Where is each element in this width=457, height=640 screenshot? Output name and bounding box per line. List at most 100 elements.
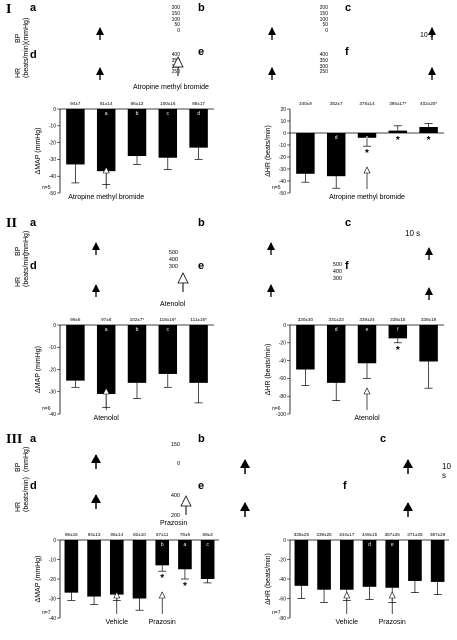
hr-bar-chart-2: 0 -20 -40 -60 -80 -100 ΔHR (beats/min) 330±30 33… (265, 317, 444, 422)
panel-label-e: e (198, 480, 205, 492)
n-label: n=7 (272, 610, 281, 616)
y-axis-label: ΔHR (beats/min) (265, 344, 272, 396)
arrow-icon (268, 27, 276, 40)
map-bar-chart-2: 0 -10 -20 -30 -40 ΔMAP (mmHg) 96±6 97±6 a 102±7* b… (35, 317, 214, 422)
section-numeral-2: II (6, 216, 17, 231)
bp-tick-labels: 200 150 100 50 0 (319, 5, 328, 35)
trace-drug-label: Atropine methyl bromide (133, 84, 209, 91)
y-tick-label: -20 (279, 341, 286, 347)
hr-tick-labels: 500 400 300 (332, 262, 342, 282)
bar-top-label: 69±3 (203, 532, 214, 537)
time-scale-label: 10 s (420, 32, 434, 39)
panel-label-d: d (30, 480, 37, 492)
panel-label-f: f (343, 480, 347, 492)
panel-label-c: c (380, 433, 387, 445)
y-tick-label: -20 (49, 140, 56, 146)
y-tick-label: -30 (49, 390, 56, 396)
n-label: n=6 (42, 406, 51, 412)
y-axis-label: ΔMAP (mmHg) (35, 556, 42, 603)
bar-letter: c (167, 327, 170, 333)
panel-label-a: a (30, 217, 37, 229)
bar (109, 540, 124, 595)
arrow-icon (425, 287, 433, 300)
y-tick-label: -30 (49, 157, 56, 163)
bar-letter: g (427, 135, 430, 141)
arrow-icon (428, 67, 436, 80)
hr-tick-labels: 400 200 (170, 493, 180, 519)
annotation-arrow-head (363, 166, 371, 174)
asterisk: * (427, 135, 431, 146)
hr-tick-labels: 500 400 300 (168, 250, 178, 270)
bar-top-label: 387±29 (430, 532, 446, 537)
open-arrow-icon (177, 272, 189, 292)
bar (357, 133, 377, 138)
bar (326, 325, 346, 383)
bar-top-label: 335±25 (294, 532, 310, 537)
bar (158, 325, 178, 374)
panel-label-a: a (30, 2, 37, 14)
arrow-icon (92, 242, 100, 255)
y-tick-label: -10 (279, 143, 286, 149)
y-tick-label: 0 (53, 538, 56, 544)
annotation-arrow-head (388, 591, 396, 599)
arrow-icon (91, 454, 101, 469)
annotation-label: Atropine methyl bromide (329, 194, 405, 201)
arrow-icon (240, 459, 250, 474)
bar-top-label: 118±16* (159, 317, 176, 322)
panel-label-a: a (30, 433, 37, 445)
bar-top-label: 111±16* (190, 317, 207, 322)
bar (96, 109, 116, 172)
y-tick-label: -30 (279, 167, 286, 173)
asterisk: * (160, 573, 164, 584)
y-axis-label: ΔMAP (mmHg) (35, 128, 42, 175)
y-tick-label: -50 (279, 191, 286, 197)
bar (339, 540, 354, 590)
hr-tick-labels: 400 350 300 250 (319, 52, 328, 76)
y-axis-label: ΔHR (beats/min) (265, 125, 272, 177)
annotation-label: Vehicle (335, 619, 358, 626)
annotation-label: Atenolol (94, 415, 120, 422)
bar-letter: d (368, 542, 371, 548)
y-tick-label: 0 (283, 323, 286, 329)
trace-drug-label: Prazosin (160, 520, 188, 527)
y-tick-label: 0 (283, 131, 286, 137)
panel-label-e: e (198, 260, 205, 272)
y-tick-label: -20 (279, 155, 286, 161)
n-label: n=5 (272, 185, 281, 191)
bar (132, 540, 147, 599)
bar-top-label: 86±14 (110, 532, 123, 537)
bar (96, 325, 116, 394)
arrow-icon (403, 502, 413, 517)
bar-top-label: 339±25 (316, 532, 332, 537)
y-tick-label: 0 (283, 538, 286, 544)
map-bar-chart-1: 0 -10 -20 -30 -40 -50 ΔMAP (mmHg) 94±7 91±14 a 86±… (35, 101, 214, 201)
map-bar-chart-3: 0 -10 -20 -30 -40 ΔMAP (mmHg) 96±15 94±13 86±14 8… (35, 532, 219, 626)
annotation-label: Prazosin (379, 619, 406, 626)
y-tick-label: -20 (49, 367, 56, 373)
annotation-arrow-head (113, 591, 121, 599)
bar-letter: a (105, 327, 108, 333)
bar (326, 133, 346, 177)
n-label: n=5 (42, 185, 51, 191)
bar-letter: b (161, 542, 164, 548)
bar-top-label: 328±15 (390, 317, 406, 322)
arrow-icon (267, 242, 275, 255)
y-tick-label: -60 (279, 376, 286, 382)
bar (419, 325, 438, 362)
bar-top-label: 352±7 (330, 101, 343, 106)
bar (66, 325, 85, 381)
arrow-icon (425, 247, 433, 260)
bar-letter: e (366, 327, 369, 333)
asterisk: * (396, 345, 400, 356)
bar (189, 325, 208, 383)
bar-top-label: 371±25 (407, 532, 423, 537)
bar-top-label: 86±13 (131, 101, 144, 106)
annotation-label: Vehicle (105, 619, 128, 626)
bar-top-label: 378±14 (359, 101, 375, 106)
bar-top-label: 339±19 (421, 317, 437, 322)
arrow-icon (92, 284, 100, 297)
bar (127, 109, 147, 157)
bar-letter: e (366, 135, 369, 141)
